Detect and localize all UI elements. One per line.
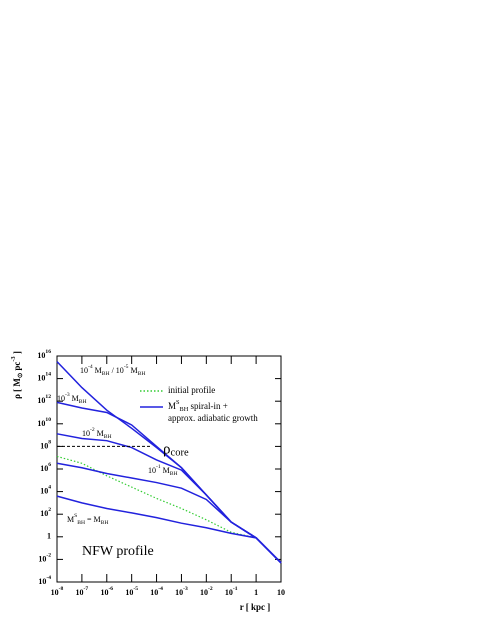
x-axis-label: r [ kpc ] (240, 602, 271, 612)
y-tick-label: 1010 (37, 417, 51, 428)
x-tick-label: 10-7 (76, 586, 89, 597)
x-tick-label: 10-8 (51, 586, 64, 597)
y-tick-label: 106 (40, 462, 51, 473)
y-tick-label: 102 (40, 507, 51, 518)
y-tick-label: 10-2 (38, 553, 51, 564)
x-tick-label: 10-5 (125, 586, 138, 597)
data-line (56, 361, 282, 564)
x-tick-label: 1 (254, 588, 258, 597)
reference-label: ρcore (163, 442, 189, 459)
x-tick-label: 10-6 (100, 586, 113, 597)
y-tick-label: 10-4 (38, 575, 51, 586)
legend-label: initial profile (168, 385, 215, 395)
annotation: 10-1 MBH (148, 464, 178, 477)
y-tick-label: 104 (40, 485, 51, 496)
y-tick-label: 1012 (37, 394, 51, 405)
y-tick-label: 1016 (37, 349, 51, 360)
x-tick-label: 10-1 (225, 586, 238, 597)
annotation: 10-4 MBH / 10-5 MBH (80, 364, 145, 377)
annotation: MSBH = MBH (67, 513, 108, 526)
legend-label: MSBH spiral-in + approx. adiabatic growth (168, 399, 258, 423)
y-tick-label: 108 (40, 440, 51, 451)
annotation: 10-3 MBH (57, 392, 87, 405)
annotation: NFW profile (82, 544, 154, 559)
x-tick-label: 10-4 (150, 586, 163, 597)
y-tick-label: 1 (47, 532, 51, 541)
annotation: 10-2 MBH (82, 427, 112, 440)
x-tick-label: 10-3 (175, 586, 188, 597)
y-tick-label: 1014 (37, 372, 51, 383)
y-axis-label: ρ [ M⊙ pc-3 ] (10, 351, 24, 399)
data-line (56, 495, 282, 564)
x-tick-label: 10 (277, 588, 285, 597)
x-tick-label: 10-2 (200, 586, 213, 597)
